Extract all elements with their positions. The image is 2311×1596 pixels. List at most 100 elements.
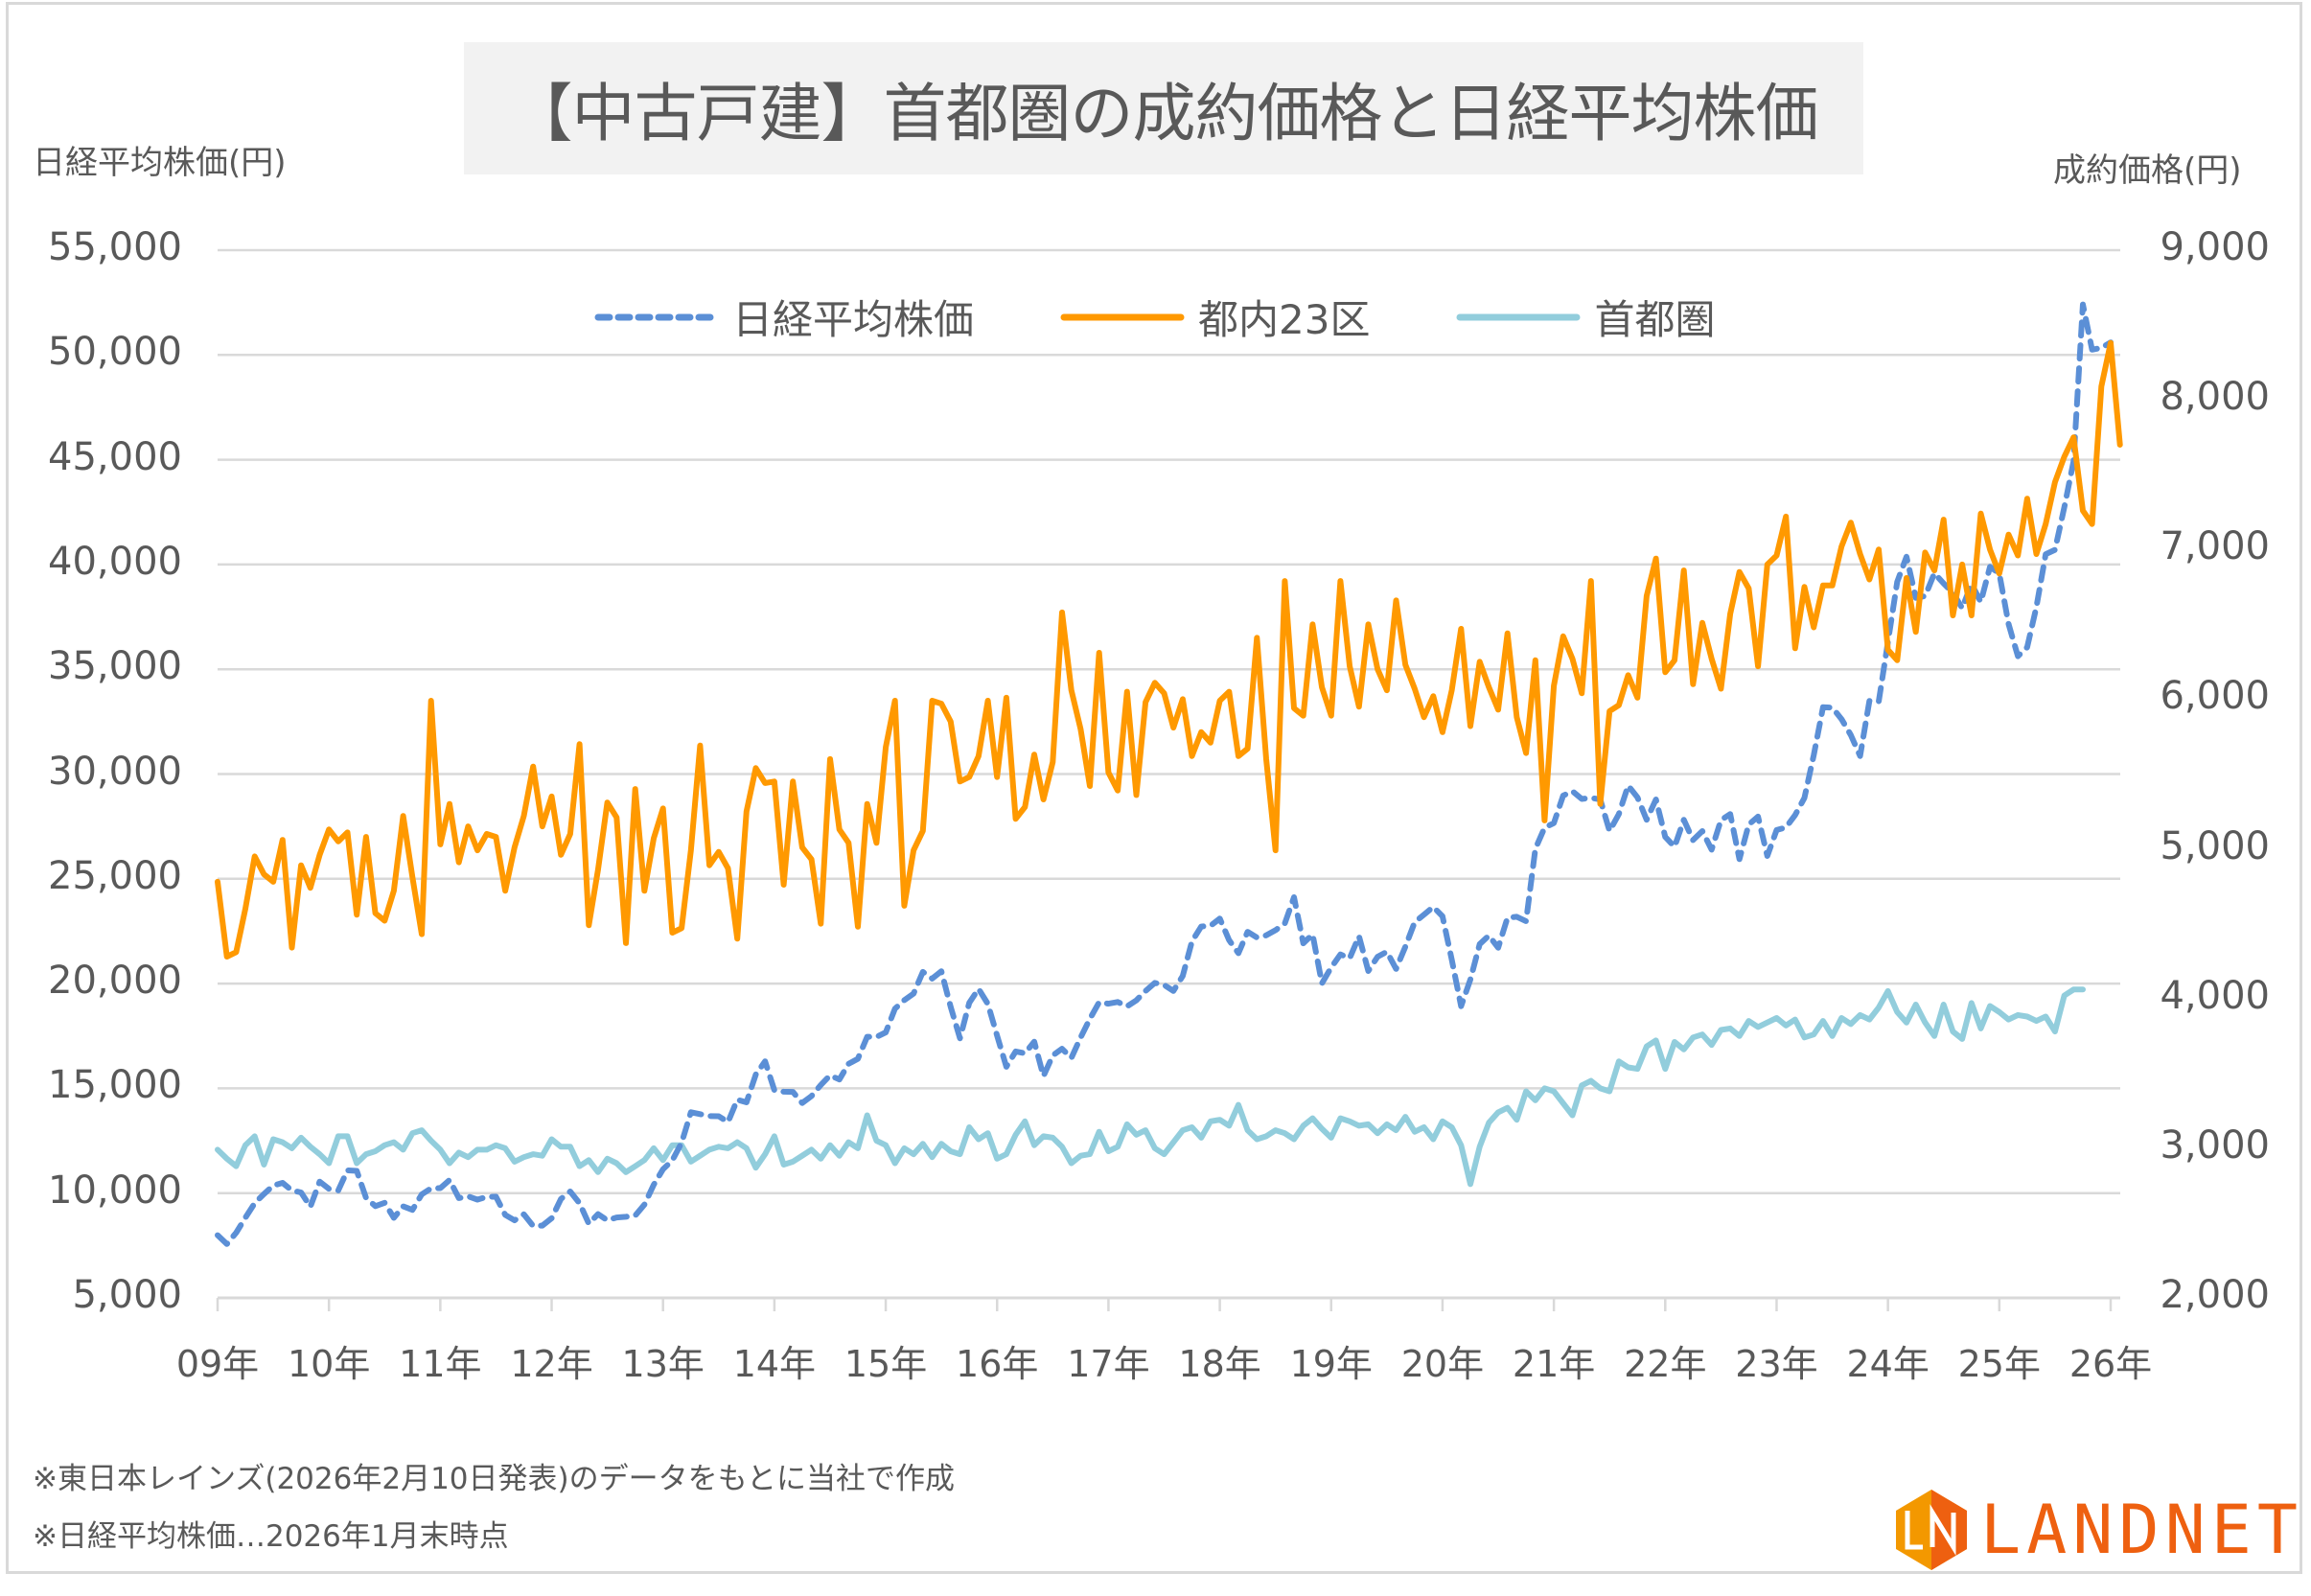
- data-point-shutoken: [1877, 1006, 1881, 1009]
- data-point-nikkei: [1506, 916, 1510, 920]
- data-point-nikkei: [2063, 505, 2067, 509]
- data-point-shutoken: [819, 1157, 822, 1161]
- data-point-nikkei: [1877, 700, 1881, 704]
- data-point-nikkei: [299, 1191, 303, 1194]
- right-y-tick-label: 5,000: [2160, 823, 2270, 868]
- data-point-shutoken: [986, 1131, 990, 1135]
- data-point-shutoken: [1292, 1138, 1296, 1142]
- data-point-tokyo23: [494, 835, 497, 839]
- source-note: ※東日本レインズ(2026年2月10日発表)のデータをもとに当社で作成: [33, 1462, 955, 1496]
- data-point-tokyo23: [1144, 701, 1147, 705]
- data-point-shutoken: [1496, 1110, 1500, 1114]
- data-point-tokyo23: [1970, 613, 1974, 617]
- data-point-shutoken: [243, 1144, 247, 1147]
- data-point-tokyo23: [466, 824, 470, 828]
- data-point-shutoken: [550, 1138, 554, 1142]
- data-point-shutoken: [698, 1154, 702, 1158]
- data-point-shutoken: [800, 1154, 804, 1158]
- data-point-shutoken: [1635, 1067, 1639, 1071]
- data-point-shutoken: [773, 1134, 776, 1138]
- data-point-nikkei: [1487, 934, 1491, 937]
- x-tick-label: 17年: [1067, 1343, 1150, 1385]
- data-point-nikkei: [494, 1194, 497, 1198]
- data-point-shutoken: [661, 1158, 665, 1162]
- data-point-shutoken: [318, 1152, 322, 1156]
- left-y-tick-label: 10,000: [48, 1168, 182, 1213]
- data-point-shutoken: [828, 1144, 832, 1147]
- data-point-nikkei: [1078, 1035, 1082, 1039]
- data-point-nikkei: [596, 1213, 600, 1216]
- data-point-tokyo23: [364, 835, 368, 839]
- data-point-nikkei: [2035, 605, 2039, 609]
- data-point-nikkei: [1831, 705, 1835, 709]
- data-point-shutoken: [410, 1131, 414, 1135]
- data-point-tokyo23: [1468, 725, 1472, 729]
- x-tick-label: 25年: [1957, 1343, 2041, 1385]
- data-point-shutoken: [1367, 1122, 1371, 1126]
- data-point-nikkei: [2044, 552, 2047, 556]
- data-point-tokyo23: [587, 923, 590, 927]
- data-point-shutoken: [568, 1145, 572, 1148]
- data-point-shutoken: [1793, 1018, 1797, 1022]
- data-point-tokyo23: [939, 702, 943, 705]
- data-point-shutoken: [939, 1142, 943, 1145]
- data-point-nikkei: [1645, 818, 1649, 821]
- data-point-tokyo23: [680, 926, 683, 930]
- x-tick-label: 18年: [1178, 1343, 1261, 1385]
- left-y-tick-label: 20,000: [48, 959, 182, 1004]
- data-point-nikkei: [1005, 1065, 1008, 1069]
- data-point-tokyo23: [281, 838, 285, 842]
- data-point-nikkei: [1561, 794, 1565, 798]
- data-point-tokyo23: [1654, 557, 1658, 561]
- data-point-tokyo23: [1375, 667, 1379, 671]
- data-point-shutoken: [735, 1141, 739, 1145]
- data-point-nikkei: [1960, 606, 1964, 610]
- series-line-shutoken: [215, 986, 2086, 1188]
- legend-label-tokyo23: 都内23区: [1198, 296, 1371, 343]
- data-point-tokyo23: [810, 858, 814, 862]
- data-point-tokyo23: [1710, 657, 1714, 660]
- data-point-nikkei: [382, 1201, 386, 1205]
- data-point-shutoken: [1395, 1128, 1398, 1132]
- data-point-tokyo23: [410, 875, 414, 879]
- data-point-tokyo23: [1998, 571, 2001, 575]
- data-point-tokyo23: [1005, 696, 1008, 700]
- data-point-shutoken: [717, 1145, 721, 1148]
- data-point-tokyo23: [1728, 612, 1732, 615]
- data-point-nikkei: [689, 1110, 693, 1114]
- data-point-nikkei: [448, 1178, 451, 1182]
- data-point-shutoken: [1923, 1021, 1927, 1025]
- data-point-nikkei: [2053, 548, 2057, 552]
- data-point-nikkei: [327, 1187, 331, 1191]
- data-point-shutoken: [2063, 994, 2067, 998]
- data-point-nikkei: [828, 1074, 832, 1077]
- data-point-shutoken: [1867, 1018, 1871, 1022]
- data-point-shutoken: [1422, 1125, 1426, 1129]
- data-point-shutoken: [931, 1155, 935, 1159]
- data-point-shutoken: [1710, 1043, 1714, 1047]
- data-point-nikkei: [1524, 919, 1528, 923]
- data-point-shutoken: [1116, 1145, 1120, 1148]
- data-point-tokyo23: [1932, 568, 1936, 572]
- data-point-nikkei: [680, 1141, 683, 1145]
- data-point-nikkei: [1784, 825, 1788, 829]
- data-point-shutoken: [1775, 1016, 1779, 1020]
- data-point-tokyo23: [698, 744, 702, 748]
- data-point-nikkei: [634, 1214, 637, 1217]
- data-point-nikkei: [559, 1197, 563, 1201]
- data-point-tokyo23: [1673, 659, 1676, 662]
- data-point-tokyo23: [225, 955, 229, 959]
- data-point-nikkei: [234, 1231, 238, 1235]
- data-point-shutoken: [1561, 1101, 1565, 1105]
- data-point-shutoken: [1274, 1128, 1278, 1132]
- data-point-nikkei: [1413, 920, 1417, 924]
- data-point-shutoken: [838, 1154, 842, 1158]
- data-point-tokyo23: [1663, 670, 1667, 674]
- data-point-tokyo23: [634, 787, 637, 791]
- data-point-tokyo23: [1496, 707, 1500, 711]
- data-point-nikkei: [931, 977, 935, 981]
- data-point-nikkei: [800, 1101, 804, 1105]
- data-point-shutoken: [1571, 1114, 1575, 1118]
- data-point-tokyo23: [1218, 699, 1222, 703]
- data-point-nikkei: [977, 987, 981, 991]
